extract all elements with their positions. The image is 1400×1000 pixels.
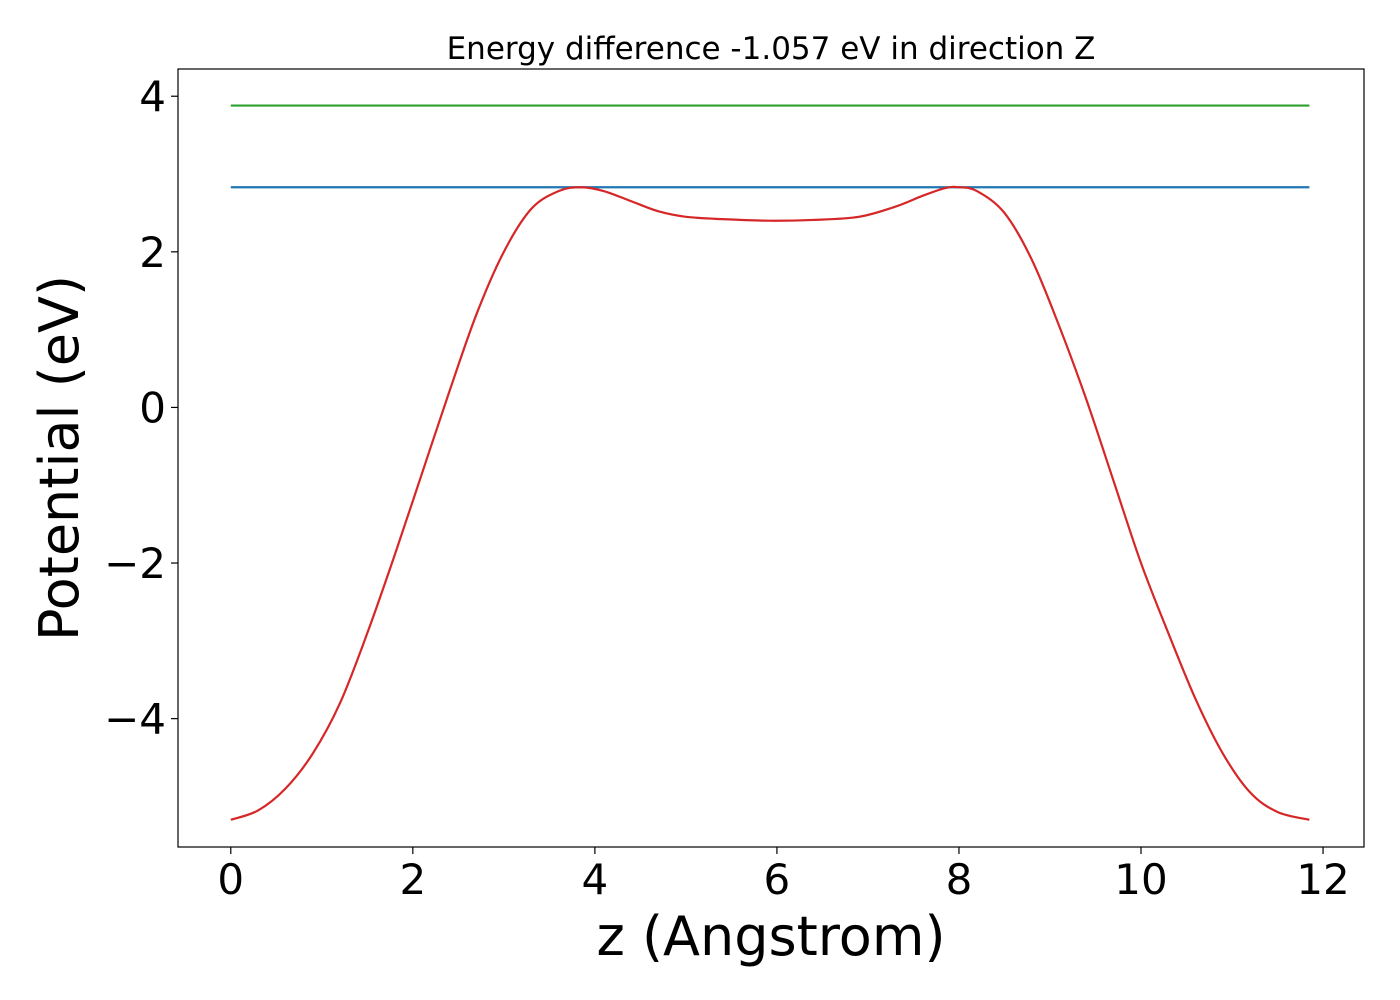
x-axis-title: z (Angstrom) (596, 905, 945, 968)
x-tick-label: 2 (399, 855, 426, 904)
y-tick-label: −4 (104, 695, 166, 744)
x-tick-label: 0 (217, 855, 244, 904)
series-layer (230, 104, 1310, 821)
series-line-red (230, 185, 1310, 821)
y-tick-label: 2 (139, 228, 166, 277)
x-tick-label: 8 (946, 855, 973, 904)
x-tick-label: 12 (1296, 855, 1349, 904)
chart-title: Energy difference -1.057 eV in direction… (447, 31, 1096, 67)
y-axis-title: Potential (eV) (28, 275, 91, 641)
x-axis-ticks: 0 2 4 6 8 10 12 (217, 847, 1350, 904)
y-axis-ticks: −4 −2 0 2 4 (104, 72, 178, 744)
plot-frame (177, 68, 1365, 848)
x-tick-label: 10 (1114, 855, 1167, 904)
x-tick-label: 6 (764, 855, 791, 904)
y-tick-label: 4 (139, 72, 166, 121)
x-tick-label: 4 (582, 855, 609, 904)
y-tick-label: −2 (104, 539, 166, 588)
y-tick-label: 0 (139, 383, 166, 432)
